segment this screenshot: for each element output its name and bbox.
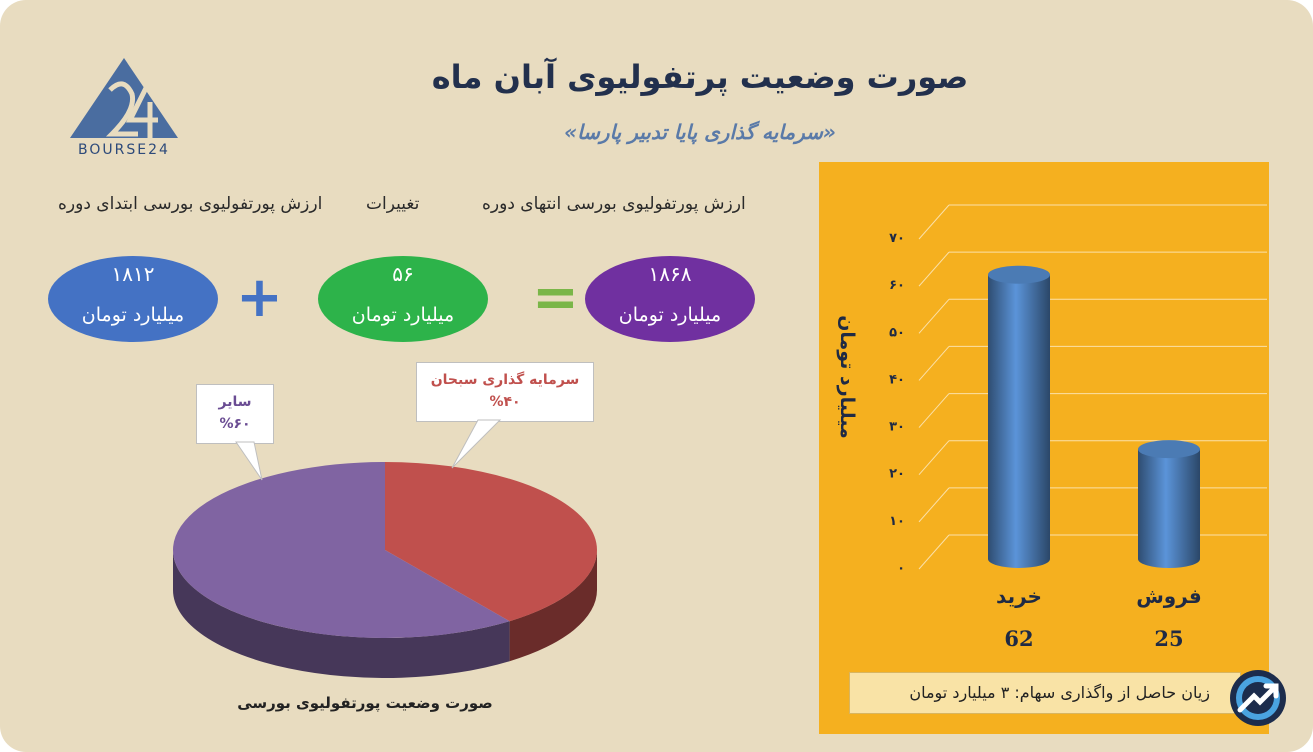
change-value-unit: میلیارد تومان [351, 304, 455, 326]
start-value-unit: میلیارد تومان [81, 304, 185, 326]
grid-diag-2 [918, 440, 950, 476]
grid-diag-0 [918, 534, 950, 570]
grid-diag-5 [918, 298, 950, 334]
bar-value-label-1: 25 [1154, 626, 1183, 651]
y-tick-7: ۷۰ [889, 231, 905, 246]
pie-slice-1 [172, 462, 510, 638]
pie-chart [172, 462, 597, 678]
end-value-unit: میلیارد تومان [618, 304, 722, 326]
bar-0 [988, 274, 1050, 568]
grid-diag-6 [918, 251, 950, 287]
end-value: ۱۸۶۸ [648, 262, 692, 286]
page-subtitle: «سرمایه گذاری پایا تدبیر پارسا» [564, 120, 836, 144]
callout-sobhan-label: سرمایه گذاری سبحان [430, 372, 580, 388]
start-value: ۱۸۱۲ [111, 262, 155, 286]
plus-sign: + [236, 265, 283, 330]
pie-slice-0 [385, 462, 597, 622]
grid-diag-3 [918, 393, 950, 428]
callout-other-pointer [235, 441, 263, 481]
y-axis-label: میلیارد تومان [836, 315, 858, 439]
equals-sign: = [532, 265, 579, 330]
callout-other: سایر %۶۰ [196, 384, 274, 444]
grid-diag-7 [918, 204, 950, 240]
callout-other-pct: %۶۰ [219, 416, 251, 432]
y-tick-5: ۵۰ [889, 325, 905, 340]
start-value-oval: ۱۸۱۲ میلیارد تومان [48, 256, 218, 342]
grid-diag-4 [918, 346, 950, 381]
grid-diag-1 [918, 487, 950, 523]
change-label: تغییرات [366, 194, 420, 214]
change-value: ۵۶ [392, 262, 414, 286]
y-tick-0: ۰ [897, 561, 905, 576]
callout-other-label: سایر [218, 394, 252, 410]
end-value-oval: ۱۸۶۸ میلیارد تومان [585, 256, 755, 342]
page-title: صورت وضعیت پرتفولیوی آبان ماه [431, 58, 969, 96]
start-value-label: ارزش پورتفولیوی بورسی ابتدای دوره [58, 194, 323, 214]
y-tick-3: ۳۰ [889, 420, 905, 435]
trend-badge-icon [1230, 670, 1286, 726]
y-tick-4: ۴۰ [889, 372, 905, 387]
y-tick-2: ۲۰ [889, 467, 905, 482]
bourse24-logo-icon [70, 58, 178, 138]
y-tick-6: ۶۰ [889, 278, 905, 293]
y-tick-1: ۱۰ [889, 514, 905, 529]
bar-chart: ۰ ۱۰ ۲۰ ۳۰ ۴۰ ۵۰ ۶۰ ۷۰ میلیارد تومان خرید 62 فروش 25 [836, 204, 1267, 651]
pie-caption: صورت وضعیت پورتفولیوی بورسی [237, 694, 493, 712]
bar-cap-1 [1138, 440, 1200, 459]
logo-text: BOURSE24 [78, 142, 170, 158]
change-value-oval: ۵۶ میلیارد تومان [318, 256, 488, 342]
bar-value-label-0: 62 [1004, 626, 1033, 651]
bar-1 [1138, 449, 1200, 568]
callout-sobhan: سرمایه گذاری سبحان %۴۰ [416, 362, 594, 422]
pie-slice-side-0 [509, 550, 597, 662]
loss-footer: زیان حاصل از واگذاری سهام: ۳ میلیارد توم… [849, 672, 1241, 714]
x-category-0: خرید [996, 584, 1042, 608]
bar-cap-0 [988, 265, 1050, 284]
end-value-label: ارزش پورتفولیوی بورسی انتهای دوره [482, 194, 746, 214]
x-category-1: فروش [1136, 584, 1202, 608]
pie-slice-side-1 [173, 550, 510, 678]
callout-sobhan-pointer [451, 419, 502, 469]
callout-sobhan-pct: %۴۰ [489, 394, 521, 410]
